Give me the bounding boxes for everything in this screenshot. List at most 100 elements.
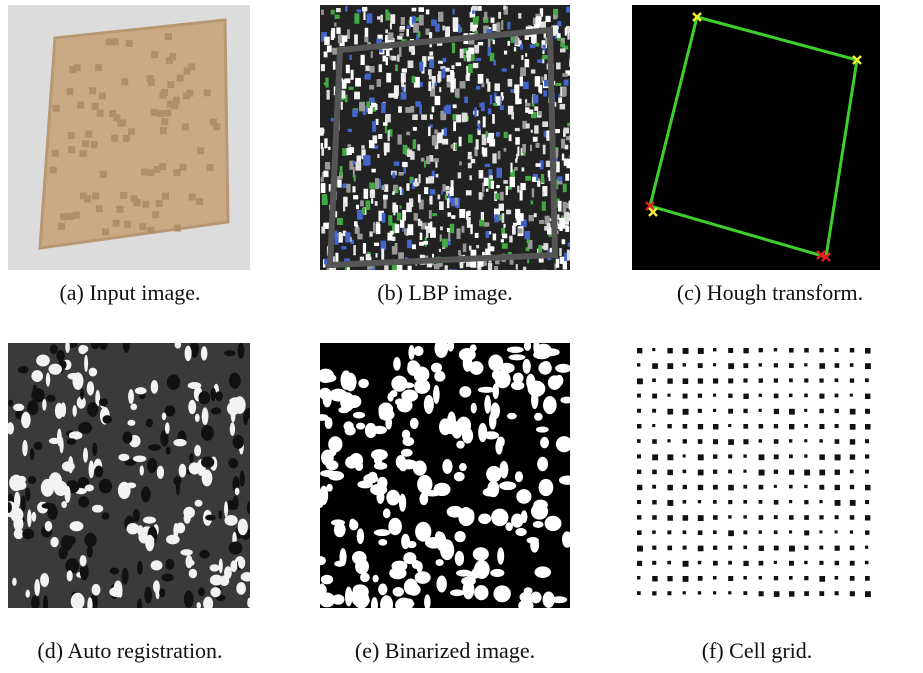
lbp-texture [321,129,325,133]
grid-cell [789,591,794,596]
caption: (d) Auto registration. [37,638,222,663]
binary-blob [399,461,407,471]
binary-blob [345,373,357,392]
lbp-texture [392,246,397,254]
lbp-texture [486,189,488,192]
lbp-texture [537,181,540,187]
lbp-texture [388,32,394,40]
texture-blob [43,595,48,612]
lbp-texture [489,175,493,179]
texture-blob [73,372,84,390]
texture-blob [61,501,67,508]
grid-cell [743,348,748,353]
lbp-texture [544,131,547,137]
grid-cell [637,363,640,366]
texture-blob [87,402,98,417]
lbp-texture [445,33,449,37]
lbp-texture [520,67,526,76]
binary-blob [483,488,496,496]
lbp-texture [334,23,336,27]
lbp-texture [438,195,441,200]
lbp-texture [354,34,358,44]
lbp-texture [516,154,518,159]
grid-cell [652,439,657,444]
emboss-dot [113,220,120,227]
emboss-dot [123,135,130,142]
lbp-texture [428,81,431,91]
binary-blob [436,576,446,593]
binary-blob [493,585,510,602]
grid-cell [683,576,689,582]
lbp-texture [530,145,532,151]
lbp-texture [507,22,510,30]
grid-cell [835,530,838,533]
grid-cell [667,394,670,397]
grid-cell [759,454,765,460]
binary-blob [539,479,554,496]
lbp-texture [354,175,356,182]
grid-cell [865,394,870,399]
grid-cell [789,530,792,533]
lbp-texture [488,133,494,139]
lbp-texture [381,249,384,260]
lbp-texture [328,147,330,150]
grid-cell [728,378,733,383]
lbp-texture [553,15,557,20]
lbp-texture [327,45,332,52]
lbp-texture [391,56,396,61]
binary-blob [442,459,452,474]
lbp-texture [541,270,547,279]
binary-blob [435,559,443,566]
lbp-texture [384,143,390,153]
lbp-texture [386,49,390,56]
texture-blob [165,422,170,434]
grid-cell [652,424,655,427]
grid-cell [759,591,764,596]
binary-blob [560,397,573,404]
binary-blob [533,339,539,356]
binary-blob [380,595,393,614]
grid-cell [804,546,808,550]
lbp-texture [429,32,432,38]
binary-blob [387,393,393,402]
binary-blob [395,398,405,405]
lbp-texture [369,85,374,90]
texture-blob [146,419,153,428]
binary-blob [461,577,476,586]
lbp-texture [442,26,445,31]
texture-blob [27,400,39,415]
grid-cell [774,363,778,367]
grid-cell [683,424,688,429]
grid-cell [728,394,732,398]
lbp-texture [407,150,412,157]
binary-blob [401,449,413,457]
lbp-texture [509,236,512,243]
grid-cell [774,424,778,428]
lbp-texture [379,64,382,72]
lbp-texture [321,10,324,15]
emboss-dot [106,39,113,46]
lbp-texture [380,15,383,23]
grid-cell [713,363,716,366]
lbp-texture [543,145,546,155]
texture-blob [135,387,147,394]
grid-cell [652,530,656,534]
texture-blob [243,411,248,425]
grid-cell [789,485,793,489]
lbp-texture [435,96,441,105]
grid-cell [728,500,732,504]
lbp-texture [426,156,430,164]
lbp-texture [468,211,471,216]
emboss-dot [142,201,149,208]
lbp-texture [402,87,405,91]
lbp-texture [496,132,500,136]
lbp-texture [395,224,400,233]
lbp-texture [502,96,504,99]
lbp-texture [450,187,454,196]
lbp-texture [354,221,358,226]
emboss-dot [97,110,104,117]
texture-blob [231,407,236,422]
lbp-texture [526,123,530,128]
lbp-texture [504,148,507,152]
lbp-texture [371,189,375,194]
